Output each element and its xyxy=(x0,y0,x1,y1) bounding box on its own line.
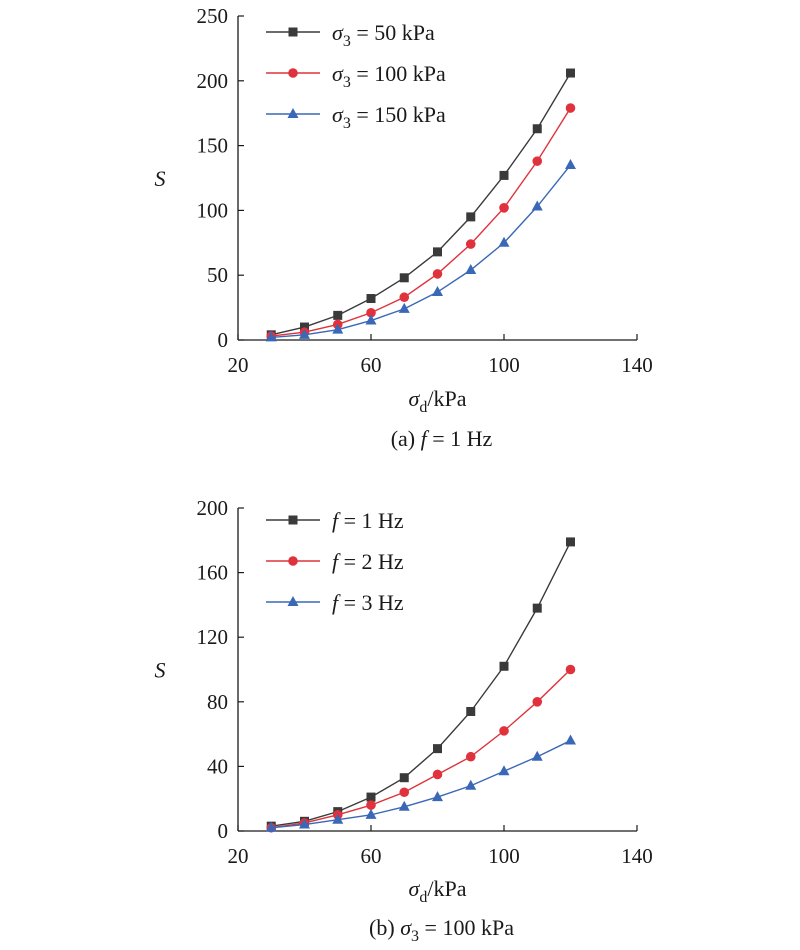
data-point xyxy=(465,264,477,275)
y-tick-label: 100 xyxy=(197,198,229,222)
data-point xyxy=(566,537,575,547)
data-point xyxy=(565,103,576,113)
chart-caption: (a) f = 1 Hz xyxy=(391,426,493,451)
legend-marker xyxy=(288,556,298,566)
data-point xyxy=(432,286,443,297)
data-point xyxy=(399,273,409,283)
legend-marker xyxy=(287,596,299,606)
data-point xyxy=(498,765,510,776)
x-tick-label: 100 xyxy=(488,353,520,377)
y-tick-label: 40 xyxy=(207,754,228,778)
data-point xyxy=(432,769,443,780)
x-axis-label: σd/kPa xyxy=(409,876,467,906)
data-point xyxy=(532,603,542,613)
y-tick-label: 80 xyxy=(207,690,228,714)
y-axis-label: S xyxy=(155,166,166,191)
data-point xyxy=(532,697,543,707)
data-point xyxy=(499,170,509,180)
legend-label: f = 1 Hz xyxy=(332,508,404,533)
data-point xyxy=(465,779,477,790)
data-point xyxy=(366,800,376,810)
data-point xyxy=(265,331,277,342)
data-point xyxy=(365,314,377,325)
data-point xyxy=(398,800,410,811)
legend-marker xyxy=(287,108,299,118)
legend-marker xyxy=(288,68,298,78)
data-point xyxy=(499,726,509,736)
y-tick-label: 200 xyxy=(197,496,229,520)
y-axis-label: S xyxy=(155,658,166,683)
y-tick-label: 160 xyxy=(197,561,229,585)
data-point xyxy=(531,750,543,761)
series-line-2 xyxy=(271,107,572,337)
series-line-3 xyxy=(271,739,571,829)
chart-panel-b: 0 40 80 120 160 200 20 60 100 140 Sσd/kPa f = 1 Hz f… xyxy=(155,496,653,945)
data-point xyxy=(498,236,510,247)
series-line-1 xyxy=(271,72,572,336)
data-point xyxy=(433,744,442,754)
x-tick-label: 20 xyxy=(228,353,249,377)
data-point xyxy=(532,156,543,166)
y-tick-label: 200 xyxy=(197,69,229,93)
series-line-2 xyxy=(271,668,571,829)
data-point xyxy=(433,247,442,257)
y-tick-label: 50 xyxy=(207,263,228,287)
data-point xyxy=(366,294,376,304)
legend-label: f = 2 Hz xyxy=(332,549,404,574)
data-point xyxy=(499,661,509,671)
legend-label: f = 3 Hz xyxy=(332,590,404,615)
data-point xyxy=(565,734,576,745)
legend-marker xyxy=(288,515,298,525)
data-point xyxy=(466,212,476,222)
data-point xyxy=(399,292,410,303)
legend-marker xyxy=(288,27,298,37)
data-point xyxy=(432,269,443,279)
series-line-3 xyxy=(271,164,572,339)
x-tick-label: 60 xyxy=(361,844,382,868)
data-point xyxy=(465,239,476,249)
series-line-1 xyxy=(271,541,572,827)
x-axis-label: σd/kPa xyxy=(409,386,467,416)
data-point xyxy=(299,818,310,829)
data-point xyxy=(299,328,310,339)
data-point xyxy=(332,813,344,824)
data-point xyxy=(565,159,576,170)
chart-caption: (b) σ3 = 100 kPa xyxy=(369,915,514,945)
y-tick-label: 0 xyxy=(218,328,229,352)
data-point xyxy=(399,787,410,798)
data-point xyxy=(332,323,344,334)
x-tick-label: 140 xyxy=(621,844,653,868)
x-tick-label: 100 xyxy=(488,844,520,868)
x-tick-label: 20 xyxy=(228,844,249,868)
legend-label: σ3 = 100 kPa xyxy=(332,61,446,91)
data-point xyxy=(333,310,343,320)
data-point xyxy=(365,808,377,819)
y-tick-label: 250 xyxy=(197,4,229,28)
data-point xyxy=(300,322,309,332)
x-tick-label: 140 xyxy=(621,353,653,377)
data-point xyxy=(399,773,409,783)
chart-panel-a: 0 50 100 150 200 250 20 60 100 140 Sσd/kPa σ3 = 50 … xyxy=(155,4,653,451)
data-point xyxy=(531,200,543,211)
data-point xyxy=(265,821,277,832)
data-point xyxy=(366,792,376,802)
data-point xyxy=(366,307,376,318)
data-point xyxy=(499,203,509,213)
y-tick-label: 120 xyxy=(197,625,229,649)
data-point xyxy=(565,664,576,675)
y-tick-label: 150 xyxy=(197,134,229,158)
data-point xyxy=(432,791,443,802)
data-point xyxy=(466,706,476,716)
legend-label: σ3 = 150 kPa xyxy=(332,102,446,132)
data-point xyxy=(532,124,542,134)
data-point xyxy=(398,302,410,313)
x-tick-label: 60 xyxy=(361,353,382,377)
data-point xyxy=(566,68,575,78)
legend-label: σ3 = 50 kPa xyxy=(332,20,435,50)
y-tick-label: 0 xyxy=(218,819,229,843)
data-point xyxy=(465,751,476,762)
